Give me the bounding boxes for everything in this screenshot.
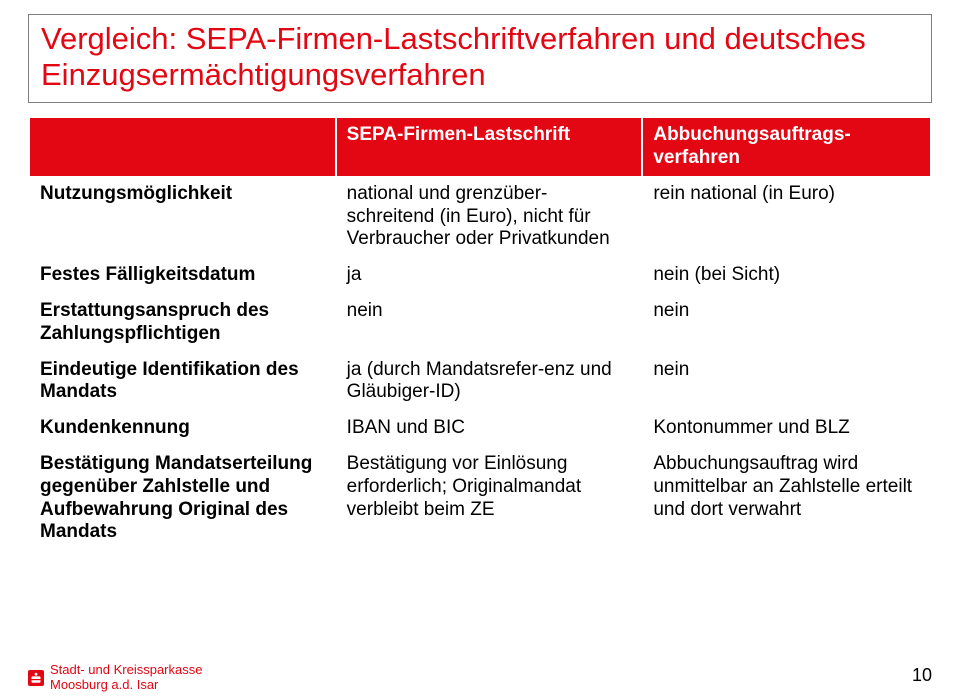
page-number: 10 [912, 665, 932, 686]
cell: ja (durch Mandatsrefer-enz und Gläubiger… [336, 352, 643, 411]
cell: nein [336, 294, 643, 353]
row-label: Festes Fälligkeitsdatum [29, 258, 336, 294]
cell: nein [642, 294, 931, 353]
table-row: Festes Fälligkeitsdatum ja nein (bei Sic… [29, 258, 931, 294]
bank-line1: Stadt- und Kreissparkasse [50, 663, 202, 677]
row-label: Bestätigung Mandatserteilung gegenüber Z… [29, 447, 336, 551]
cell: nein [642, 352, 931, 411]
cell: nein (bei Sicht) [642, 258, 931, 294]
header-col-sepa: SEPA-Firmen-Lastschrift [336, 118, 643, 177]
table-row: Eindeutige Identifikation des Mandats ja… [29, 352, 931, 411]
table-header-row: SEPA-Firmen-Lastschrift Abbuchungsauftra… [29, 118, 931, 177]
table-row: Nutzungsmöglichkeit national und grenzüb… [29, 176, 931, 257]
row-label: Kundenkennung [29, 411, 336, 447]
cell: Bestätigung vor Einlösung erforderlich; … [336, 447, 643, 551]
comparison-table: SEPA-Firmen-Lastschrift Abbuchungsauftra… [28, 117, 932, 551]
bank-line2: Moosburg a.d. Isar [50, 678, 202, 692]
table-row: Bestätigung Mandatserteilung gegenüber Z… [29, 447, 931, 551]
page-title: Vergleich: SEPA-Firmen-Lastschriftverfah… [41, 21, 919, 92]
row-label: Erstattungsanspruch des Zahlungspflichti… [29, 294, 336, 353]
cell: Kontonummer und BLZ [642, 411, 931, 447]
row-label: Nutzungsmöglichkeit [29, 176, 336, 257]
table-row: Erstattungsanspruch des Zahlungspflichti… [29, 294, 931, 353]
cell: ja [336, 258, 643, 294]
slide: Vergleich: SEPA-Firmen-Lastschriftverfah… [0, 0, 960, 700]
cell: rein national (in Euro) [642, 176, 931, 257]
footer: Stadt- und Kreissparkasse Moosburg a.d. … [28, 663, 202, 692]
bank-name: Stadt- und Kreissparkasse Moosburg a.d. … [50, 663, 202, 692]
row-label: Eindeutige Identifikation des Mandats [29, 352, 336, 411]
header-col-abbuch: Abbuchungsauftrags-verfahren [642, 118, 931, 177]
title-box: Vergleich: SEPA-Firmen-Lastschriftverfah… [28, 14, 932, 103]
cell: IBAN und BIC [336, 411, 643, 447]
cell: Abbuchungsauftrag wird unmittelbar an Za… [642, 447, 931, 551]
table-row: Kundenkennung IBAN und BIC Kontonummer u… [29, 411, 931, 447]
header-corner [29, 118, 336, 177]
cell: national und grenzüber-schreitend (in Eu… [336, 176, 643, 257]
sparkasse-logo-icon [28, 670, 44, 686]
